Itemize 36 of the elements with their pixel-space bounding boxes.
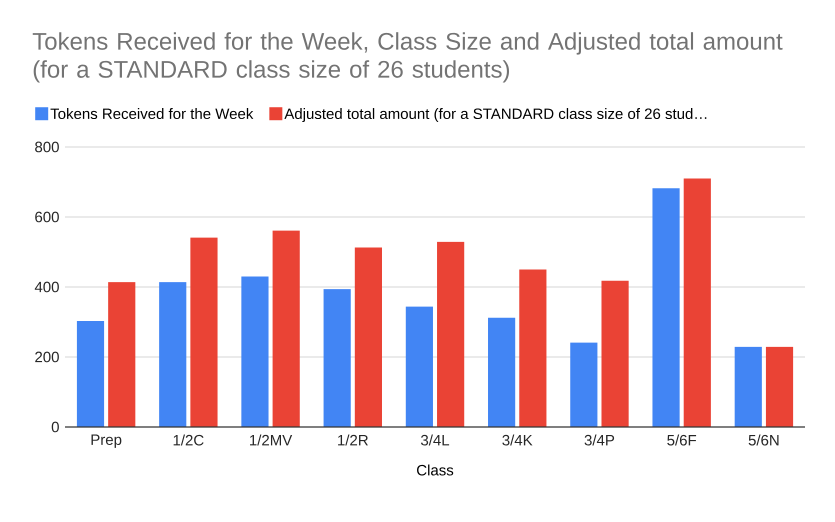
- bar: [76, 320, 104, 427]
- bar: [324, 289, 351, 427]
- bar: [734, 346, 762, 427]
- legend-label: Tokens Received for the Week: [50, 108, 254, 120]
- y-tick-label: 800: [35, 142, 59, 152]
- y-tick-label: 600: [35, 212, 59, 222]
- bar: [241, 276, 269, 427]
- bar: [406, 306, 433, 427]
- bar: [684, 178, 711, 427]
- x-tick-label: 5/6N: [748, 434, 779, 446]
- x-tick-label: Prep: [92, 434, 122, 448]
- bar: [652, 188, 680, 427]
- bar: [570, 342, 598, 427]
- chart-title: Tokens Received for the Week, Class Size and Adjusted total amount (for a STANDARD class size of 26 students): [32, 32, 783, 83]
- x-tick-label: 1/2R: [338, 434, 368, 446]
- bar: [272, 230, 300, 427]
- y-tick-label: 400: [34, 282, 59, 292]
- x-tick-label: 3/4L: [420, 434, 450, 446]
- y-tick-label: 200: [35, 352, 59, 362]
- legend-label: Adjusted total amount (for a STANDARD class size of 26 stud…: [284, 108, 706, 122]
- bar: [159, 282, 186, 427]
- x-axis-title: Class: [417, 464, 454, 476]
- x-tick-label: 1/2C: [174, 434, 204, 446]
- bar: [190, 238, 218, 427]
- bar: [108, 282, 136, 427]
- bar: [766, 346, 794, 427]
- bar: [519, 269, 546, 427]
- x-tick-label: 3/4K: [502, 434, 532, 446]
- bar: [354, 247, 382, 427]
- bar: [601, 280, 629, 427]
- bar: [488, 318, 516, 427]
- x-tick-label: 3/4P: [584, 434, 614, 446]
- x-tick-label: 5/6F: [667, 434, 696, 446]
- bar: [437, 242, 464, 427]
- x-tick-label: 1/2MV: [250, 434, 292, 446]
- y-tick-label: 0: [52, 422, 59, 432]
